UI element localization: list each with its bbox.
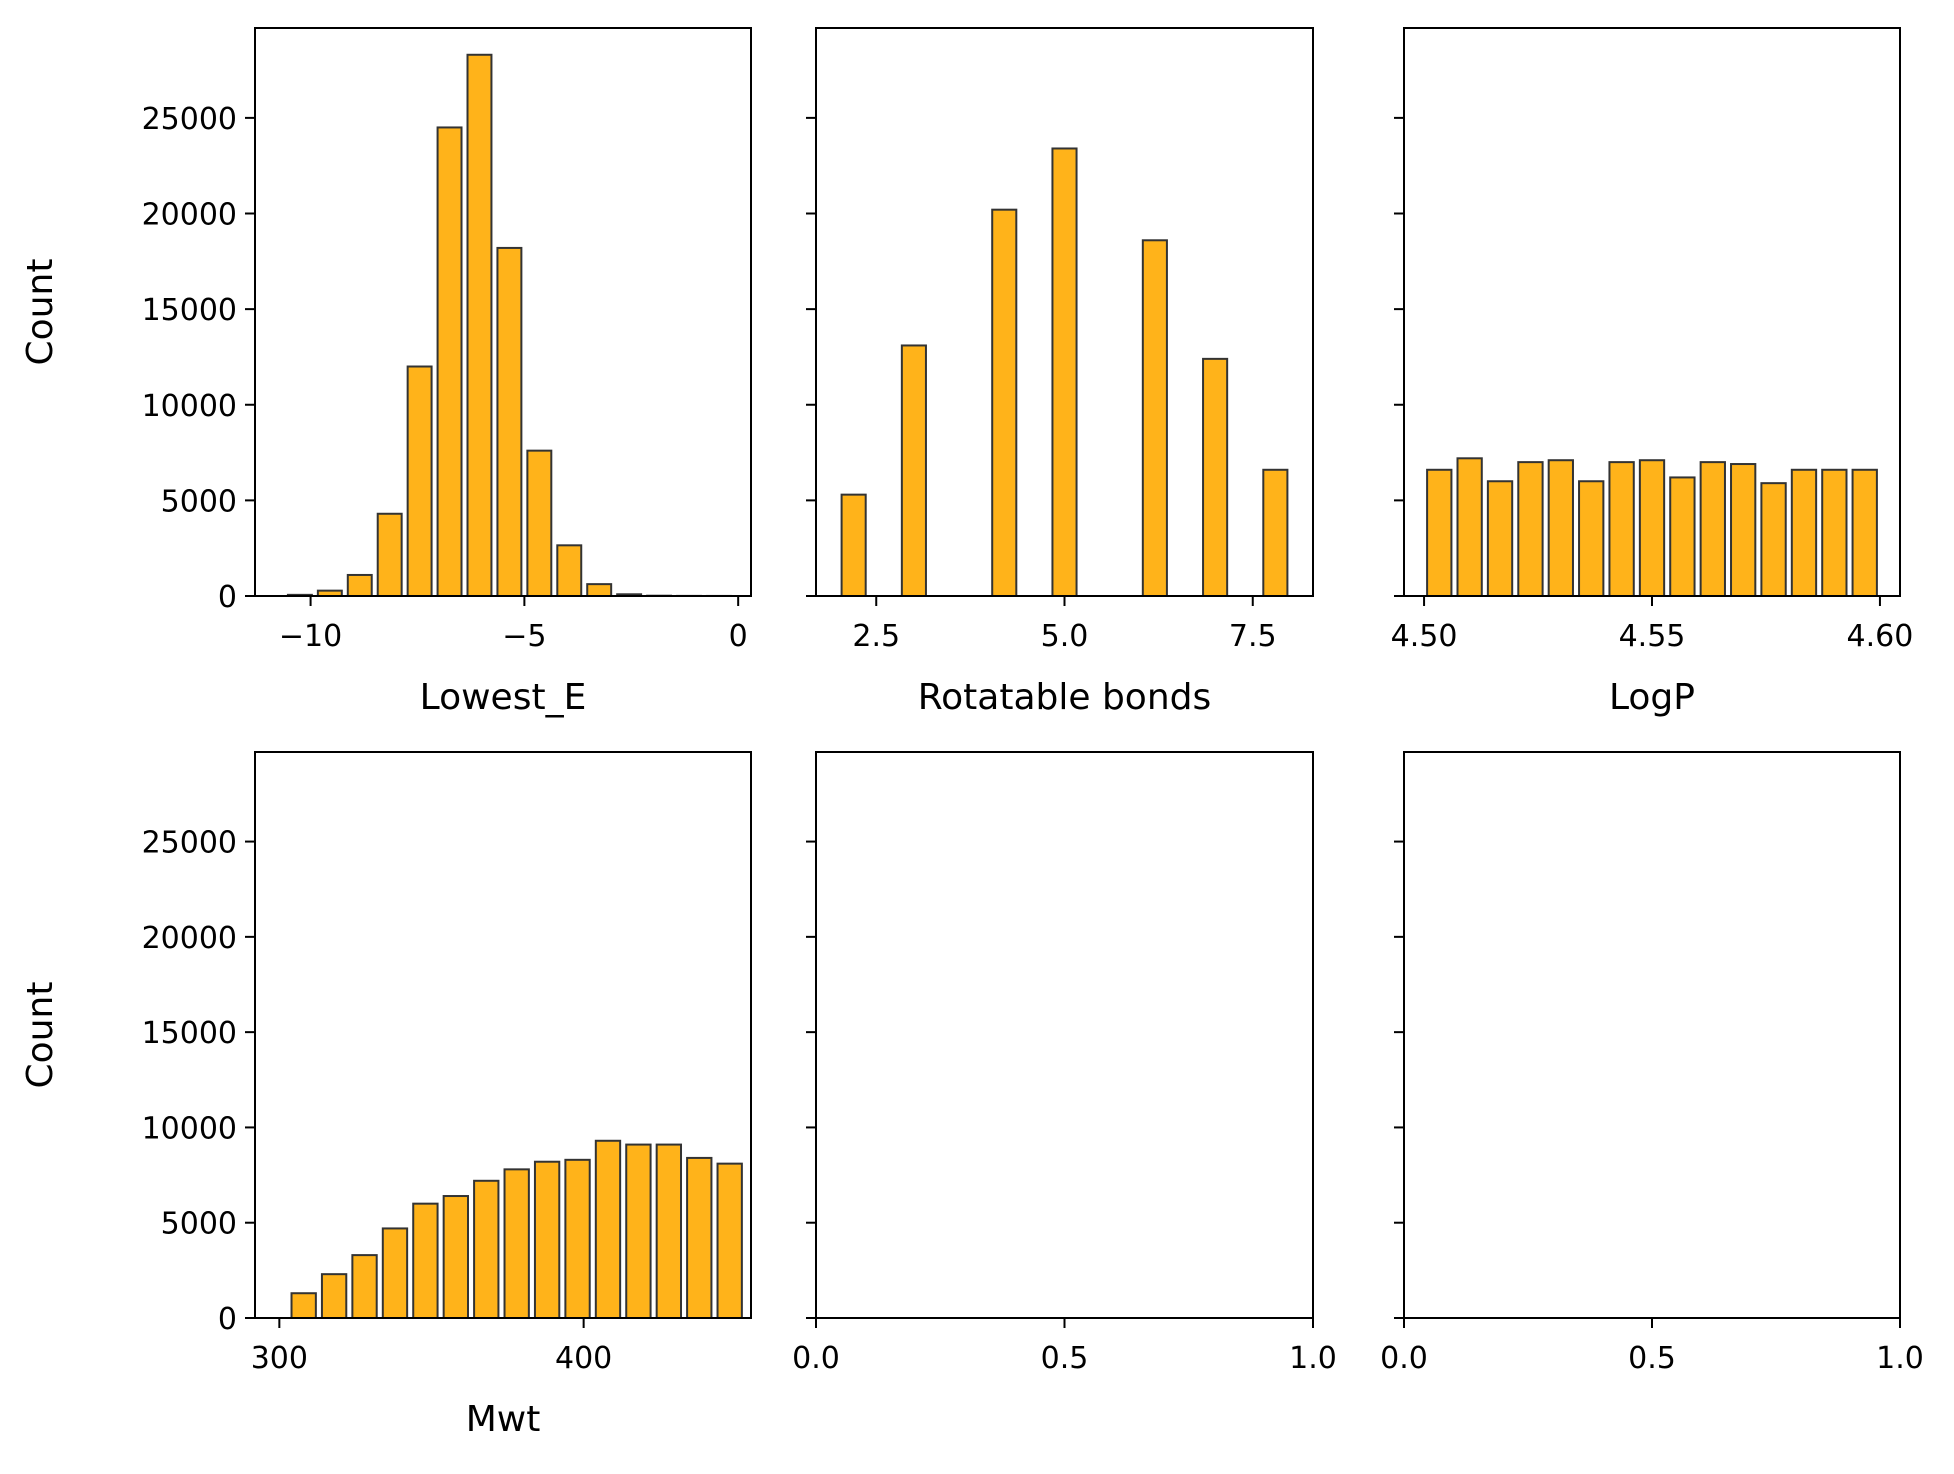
- bar: [686, 1156, 713, 1320]
- bar: [564, 1158, 591, 1319]
- axes-frame: [1403, 751, 1901, 1319]
- x-tick-label: 5.0: [1041, 619, 1089, 654]
- bar: [716, 1162, 743, 1320]
- bar: [1851, 468, 1878, 597]
- x-tick-label: 1.0: [1876, 1341, 1924, 1376]
- bar: [625, 1143, 652, 1319]
- bar: [436, 126, 463, 597]
- bar: [1821, 468, 1848, 597]
- axes-frame: [815, 751, 1314, 1319]
- bar: [1426, 468, 1453, 597]
- bar: [320, 1273, 348, 1320]
- x-tick-label: 0.0: [1380, 1341, 1428, 1376]
- bar: [533, 1160, 561, 1319]
- y-tick-label: 0: [218, 1302, 237, 1337]
- bar: [1760, 482, 1787, 597]
- bar: [290, 1292, 317, 1319]
- y-axis-label: Count: [20, 259, 61, 366]
- y-tick-label: 20000: [142, 921, 237, 956]
- x-tick-label: −5: [502, 619, 546, 654]
- bar: [1486, 480, 1514, 597]
- bar: [594, 1139, 622, 1320]
- bar: [526, 449, 553, 597]
- bar: [1262, 468, 1289, 597]
- x-tick-label: 0.5: [1628, 1341, 1676, 1376]
- panel-5: 0.0 0.5 1.0: [792, 751, 1337, 1376]
- bar: [1517, 461, 1544, 597]
- bar: [381, 1227, 409, 1320]
- bar: [503, 1168, 530, 1319]
- y-axis-label: Count: [20, 982, 61, 1089]
- bar: [1638, 459, 1666, 597]
- bar: [442, 1195, 470, 1320]
- x-tick-label: 4.55: [1619, 619, 1686, 654]
- bar: [1608, 461, 1635, 597]
- axes-frame: [254, 27, 752, 597]
- bar: [900, 344, 927, 597]
- x-tick-label: 0.0: [792, 1341, 840, 1376]
- bar: [1051, 147, 1078, 597]
- bar: [351, 1254, 378, 1319]
- y-tick-label: 15000: [142, 1016, 237, 1051]
- x-tick-label: 0: [729, 619, 748, 654]
- x-axis-label: Mwt: [466, 1399, 541, 1440]
- bar: [496, 246, 523, 597]
- axes-frame: [254, 751, 752, 1319]
- bar: [655, 1143, 683, 1319]
- bar: [412, 1202, 439, 1320]
- x-tick-label: 4.60: [1847, 619, 1914, 654]
- bar: [1578, 480, 1605, 597]
- y-tick-label: 5000: [161, 1207, 237, 1242]
- x-tick-label: 0.5: [1041, 1341, 1089, 1376]
- x-tick-label: 300: [251, 1341, 308, 1376]
- x-tick-label: 1.0: [1289, 1341, 1337, 1376]
- bar: [991, 208, 1018, 597]
- bar: [1790, 468, 1818, 597]
- x-axis-label: Rotatable bonds: [918, 677, 1212, 718]
- bar: [1547, 459, 1574, 597]
- y-tick-label: 5000: [161, 484, 237, 519]
- x-tick-label: −10: [279, 619, 342, 654]
- bar: [1730, 463, 1757, 598]
- panel-3: 4.50 4.55 4.60 LogP: [1391, 27, 1914, 718]
- x-tick-label: 4.50: [1391, 619, 1458, 654]
- y-tick-label: 20000: [142, 198, 237, 233]
- bar: [1456, 457, 1483, 597]
- y-tick-label: 25000: [142, 826, 237, 861]
- y-tick-label: 10000: [142, 389, 237, 424]
- y-tick-label: 0: [218, 580, 237, 615]
- y-tick-label: 15000: [142, 293, 237, 328]
- y-tick-label: 10000: [142, 1111, 237, 1146]
- y-tick-label: 25000: [142, 102, 237, 137]
- bar: [346, 573, 373, 598]
- bar: [376, 512, 403, 598]
- bar: [840, 493, 867, 598]
- bar: [1669, 476, 1696, 597]
- panel-1: 0 5000 10000 15000 20000 25000 −10 −5 0 Lowest_E C…: [20, 27, 752, 718]
- panel-6: 0.0 0.5 1.0: [1380, 751, 1924, 1376]
- bar: [466, 53, 493, 597]
- x-axis-label: LogP: [1609, 677, 1695, 718]
- bar: [586, 583, 613, 598]
- bar: [406, 365, 433, 598]
- x-tick-label: 7.5: [1229, 619, 1277, 654]
- bar: [1699, 461, 1726, 597]
- bar: [473, 1179, 500, 1320]
- x-axis-label: Lowest_E: [420, 677, 587, 718]
- x-tick-label: 400: [555, 1341, 612, 1376]
- panel-2: 2.5 5.0 7.5 Rotatable bonds: [806, 27, 1314, 718]
- bar: [1141, 239, 1168, 597]
- bar: [1202, 357, 1229, 597]
- x-tick-label: 2.5: [852, 619, 900, 654]
- panel-4: 0 5000 10000 15000 20000 25000 300 400 Mwt Count: [20, 751, 752, 1440]
- bar: [556, 544, 583, 598]
